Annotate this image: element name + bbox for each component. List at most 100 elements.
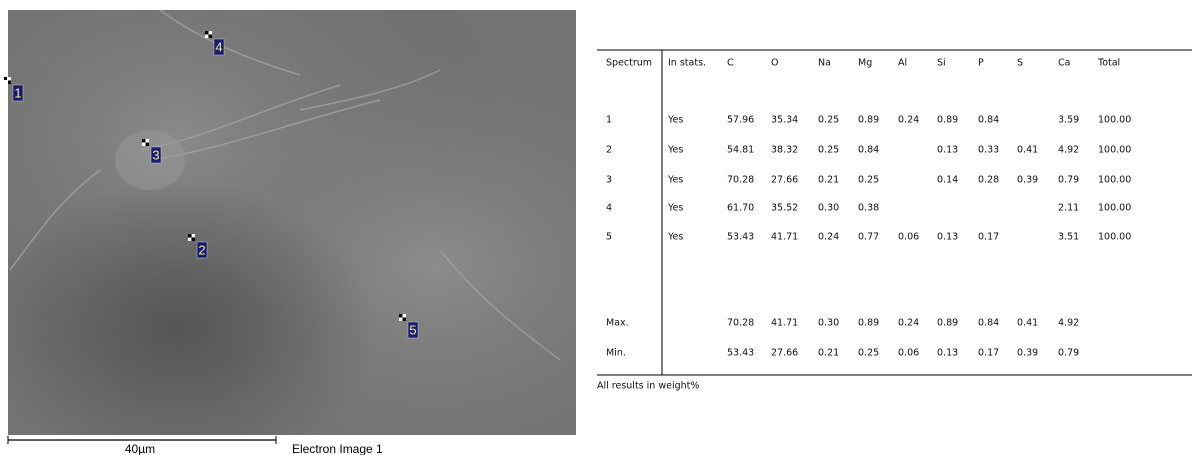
screenshot: 40µm Electron Image 1 All results in wei…: [0, 0, 1192, 455]
table-header: P: [978, 58, 984, 69]
table-cell: 3: [606, 175, 612, 186]
summary-cell: 41.71: [771, 318, 798, 329]
table-cell: 1: [606, 115, 612, 126]
table-cell: 0.24: [818, 232, 839, 243]
image-caption: Electron Image 1: [292, 442, 383, 455]
table-header: Mg: [858, 58, 872, 69]
marker-cross: [209, 31, 212, 34]
table-header: Spectrum: [606, 58, 652, 69]
table-cell: 3.59: [1058, 115, 1079, 126]
marker-cross: [188, 238, 191, 241]
table-cell: 35.52: [771, 203, 798, 214]
marker-cross: [399, 318, 402, 321]
marker-cross: [4, 81, 7, 84]
marker-cross: [142, 143, 145, 146]
table-cell: 53.43: [727, 232, 754, 243]
table-header: Al: [898, 58, 907, 69]
table-cell: 0.89: [858, 115, 879, 126]
marker-cross: [205, 31, 208, 34]
marker-label: 4: [215, 39, 222, 54]
table-cell: 0.77: [858, 232, 879, 243]
marker-cross: [403, 314, 406, 317]
marker-cross: [192, 234, 195, 237]
marker-cross: [146, 139, 149, 142]
summary-cell: 0.13: [937, 348, 958, 359]
summary-cell: 0.89: [858, 318, 879, 329]
marker-cross: [209, 35, 212, 38]
table-header: Na: [818, 58, 831, 69]
table-header: C: [727, 58, 734, 69]
electron-image: [8, 10, 576, 435]
table-cell: 0.25: [858, 175, 879, 186]
table-cell: 38.32: [771, 145, 798, 156]
table-cell: 100.00: [1098, 175, 1131, 186]
summary-cell: 53.43: [727, 348, 754, 359]
table-cell: 27.66: [771, 175, 798, 186]
table-header: S: [1017, 58, 1023, 69]
table-cell: Yes: [667, 115, 683, 126]
table-cell: Yes: [667, 145, 683, 156]
table-cell: 0.17: [978, 232, 999, 243]
summary-cell: 27.66: [771, 348, 798, 359]
table-cell: 0.25: [818, 115, 839, 126]
table-cell: 3.51: [1058, 232, 1079, 243]
marker-cross: [205, 35, 208, 38]
summary-cell: 0.21: [818, 348, 839, 359]
table-cell: 0.06: [898, 232, 919, 243]
table-cell: 0.28: [978, 175, 999, 186]
table-cell: 57.96: [727, 115, 754, 126]
marker-cross: [403, 318, 406, 321]
summary-cell: 0.24: [898, 318, 919, 329]
marker-cross: [8, 77, 11, 80]
table-cell: Yes: [667, 175, 683, 186]
table-cell: 100.00: [1098, 115, 1131, 126]
table-header: Ca: [1058, 58, 1070, 69]
table-cell: 61.70: [727, 203, 754, 214]
table-cell: 0.41: [1017, 145, 1038, 156]
table-cell: 0.39: [1017, 175, 1038, 186]
summary-cell: 4.92: [1058, 318, 1079, 329]
table-cell: 0.24: [898, 115, 919, 126]
summary-cell: 0.30: [818, 318, 839, 329]
table-cell: 0.14: [937, 175, 958, 186]
marker-cross: [4, 77, 7, 80]
marker-cross: [399, 314, 402, 317]
table-header: Si: [937, 58, 946, 69]
marker-cross: [8, 81, 11, 84]
summary-cell: Min.: [606, 348, 626, 359]
marker-cross: [142, 139, 145, 142]
table-header: In stats.: [668, 58, 706, 69]
table-cell: 2.11: [1058, 203, 1079, 214]
scale-label: 40µm: [125, 442, 155, 455]
marker-cross: [188, 234, 191, 237]
table-cell: 0.33: [978, 145, 999, 156]
table-cell: 0.13: [937, 145, 958, 156]
table-cell: 0.79: [1058, 175, 1079, 186]
table-cell: 0.84: [978, 115, 999, 126]
table-cell: 0.25: [818, 145, 839, 156]
summary-cell: 0.41: [1017, 318, 1038, 329]
table-cell: 0.38: [858, 203, 879, 214]
table-cell: 54.81: [727, 145, 754, 156]
summary-cell: 0.84: [978, 318, 999, 329]
table-cell: 70.28: [727, 175, 754, 186]
table-cell: 2: [606, 145, 612, 156]
table-cell: Yes: [667, 203, 683, 214]
page: 40µm Electron Image 1 All results in wei…: [0, 0, 1192, 455]
summary-cell: 0.25: [858, 348, 879, 359]
summary-cell: 0.79: [1058, 348, 1079, 359]
table-cell: 100.00: [1098, 203, 1131, 214]
summary-cell: Max.: [606, 318, 629, 329]
table-header: Total: [1097, 58, 1120, 69]
table-cell: 100.00: [1098, 232, 1131, 243]
table-cell: 5: [606, 232, 612, 243]
marker-cross: [192, 238, 195, 241]
table-cell: 4.92: [1058, 145, 1079, 156]
table-note: All results in weight%: [597, 381, 699, 392]
summary-cell: 70.28: [727, 318, 754, 329]
marker-label: 3: [152, 147, 159, 162]
summary-cell: 0.17: [978, 348, 999, 359]
table-cell: 35.34: [771, 115, 798, 126]
marker-label: 1: [14, 85, 21, 100]
marker-label: 2: [198, 242, 205, 257]
